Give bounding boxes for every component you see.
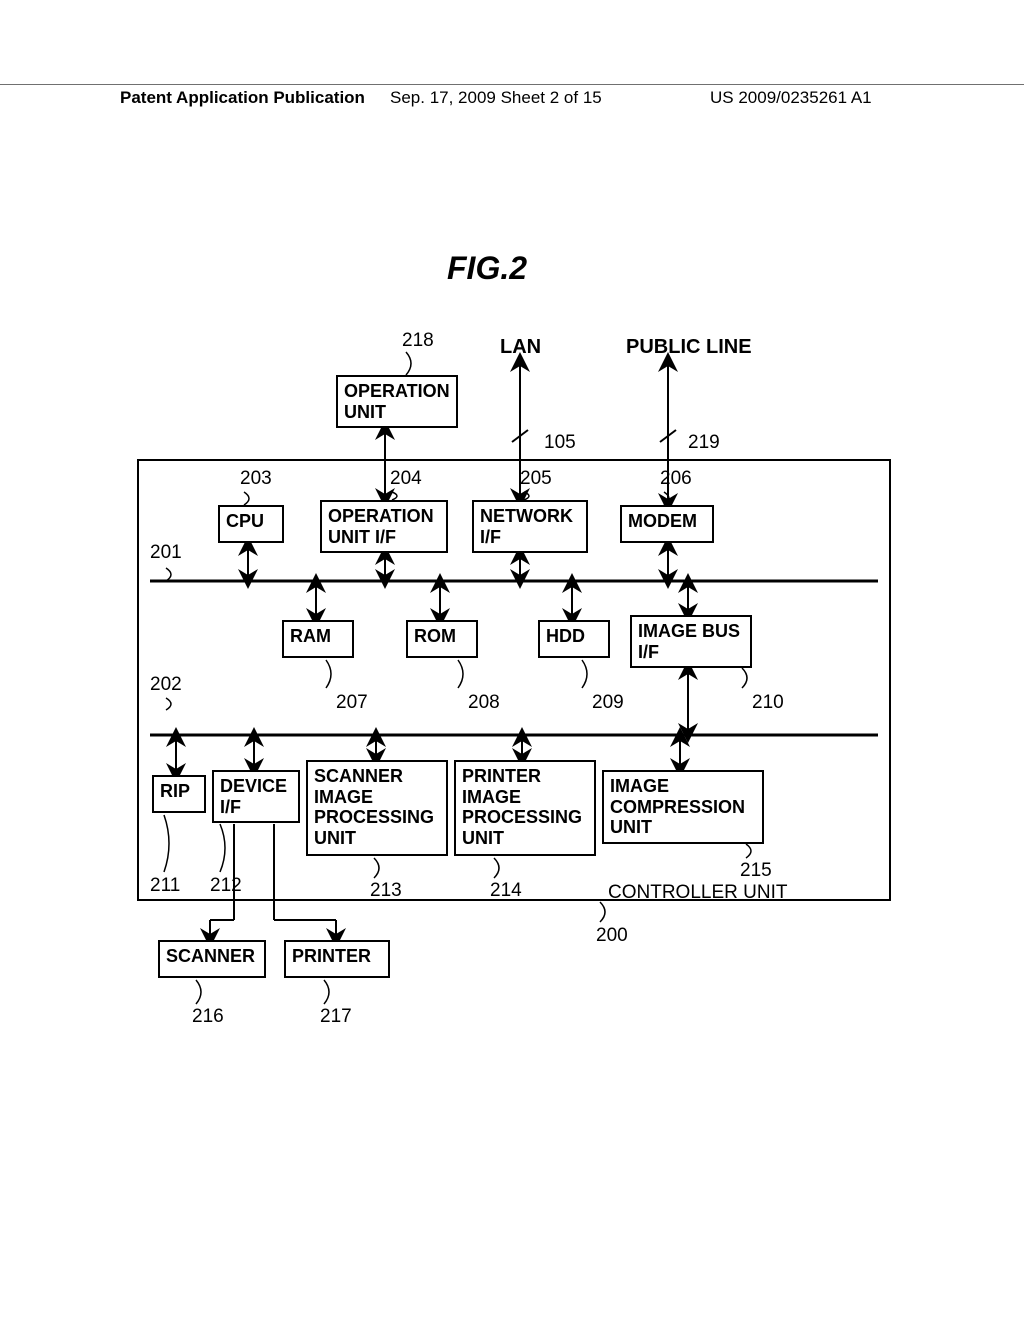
box-hdd: HDD [538,620,610,658]
box-image-bus-if: IMAGE BUS I/F [630,615,752,668]
box-network-if: NETWORK I/F [472,500,588,553]
box-scanner-image-processing-unit: SCANNER IMAGE PROCESSING UNIT [306,760,448,856]
label-lan: LAN [500,336,541,359]
box-image-compression-unit: IMAGE COMPRESSION UNIT [602,770,764,844]
refnum-207: 207 [336,692,368,714]
label-public-line: PUBLIC LINE [626,336,752,359]
refnum-208: 208 [468,692,500,714]
refnum-211: 211 [150,875,180,897]
box-cpu: CPU [218,505,284,543]
refnum-217: 217 [320,1006,352,1028]
box-ram: RAM [282,620,354,658]
refnum-203: 203 [240,468,272,490]
refnum-105: 105 [544,432,576,454]
refnum-201: 201 [150,542,182,564]
diagram-canvas: LAN PUBLIC LINE CONTROLLER UNIT 218 105 … [120,320,910,1060]
box-printer-image-processing-unit: PRINTER IMAGE PROCESSING UNIT [454,760,596,856]
box-rip: RIP [152,775,206,813]
refnum-204: 204 [390,468,422,490]
header-right: US 2009/0235261 A1 [710,88,872,108]
box-rom: ROM [406,620,478,658]
box-operation-unit: OPERATION UNIT [336,375,458,428]
box-scanner: SCANNER [158,940,266,978]
refnum-216: 216 [192,1006,224,1028]
refnum-214: 214 [490,880,522,902]
box-operation-unit-if: OPERATION UNIT I/F [320,500,448,553]
refnum-213: 213 [370,880,402,902]
header-rule [0,84,1024,85]
refnum-206: 206 [660,468,692,490]
refnum-202: 202 [150,674,182,696]
refnum-218: 218 [402,330,434,352]
refnum-215: 215 [740,860,772,882]
refnum-209: 209 [592,692,624,714]
refnum-210: 210 [752,692,784,714]
refnum-205: 205 [520,468,552,490]
page: Patent Application Publication Sep. 17, … [0,0,1024,1320]
header-left: Patent Application Publication [120,88,365,108]
header-mid: Sep. 17, 2009 Sheet 2 of 15 [390,88,602,108]
box-device-if: DEVICE I/F [212,770,300,823]
refnum-212: 212 [210,875,242,897]
box-modem: MODEM [620,505,714,543]
refnum-219: 219 [688,432,720,454]
figure-title: FIG.2 [447,250,527,287]
label-controller-unit: CONTROLLER UNIT [608,882,787,904]
refnum-200: 200 [596,925,628,947]
box-printer: PRINTER [284,940,390,978]
